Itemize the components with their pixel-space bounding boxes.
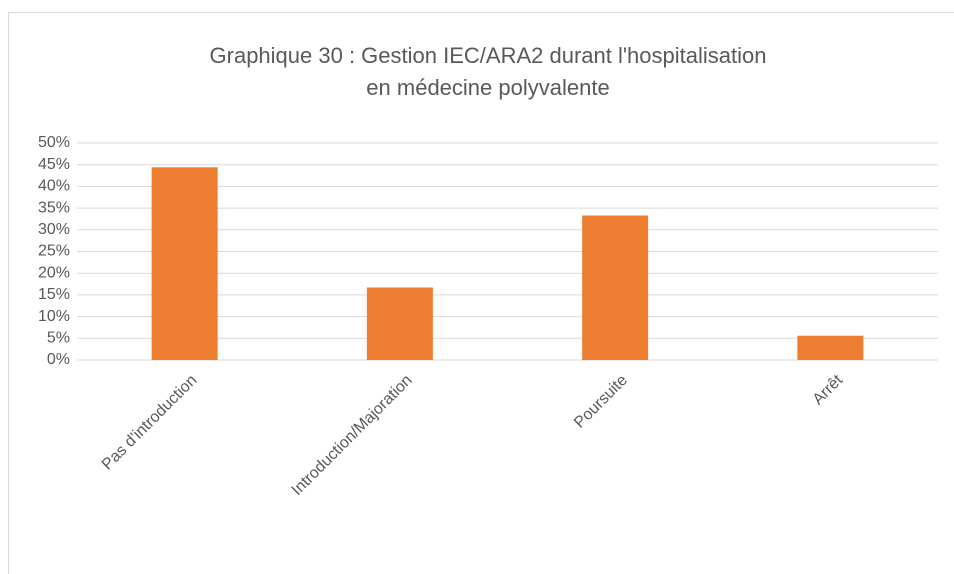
- y-tick-label: 45%: [38, 156, 70, 173]
- y-tick-label: 15%: [38, 286, 70, 303]
- bar: [366, 287, 433, 360]
- y-tick-label: 40%: [38, 178, 70, 195]
- y-tick-label: 10%: [38, 308, 70, 325]
- bar: [797, 335, 864, 360]
- x-tick-label: Pas d'introduction: [99, 372, 201, 474]
- y-tick-label: 5%: [47, 330, 70, 347]
- x-tick-label: Poursuite: [571, 372, 631, 432]
- bar: [151, 167, 218, 360]
- x-tick-label: Introduction/Majoration: [289, 372, 416, 499]
- y-tick-label: 0%: [47, 351, 70, 368]
- bar: [582, 215, 649, 360]
- chart-border: [8, 12, 954, 574]
- y-tick-label: 25%: [38, 243, 70, 260]
- x-tick-label: Arrêt: [810, 371, 847, 408]
- y-tick-label: 20%: [38, 264, 70, 281]
- y-tick-label: 30%: [38, 221, 70, 238]
- y-tick-label: 50%: [38, 134, 70, 151]
- chart-title: Graphique 30 : Gestion IEC/ARA2 durant l…: [209, 43, 767, 100]
- y-tick-label: 35%: [38, 199, 70, 216]
